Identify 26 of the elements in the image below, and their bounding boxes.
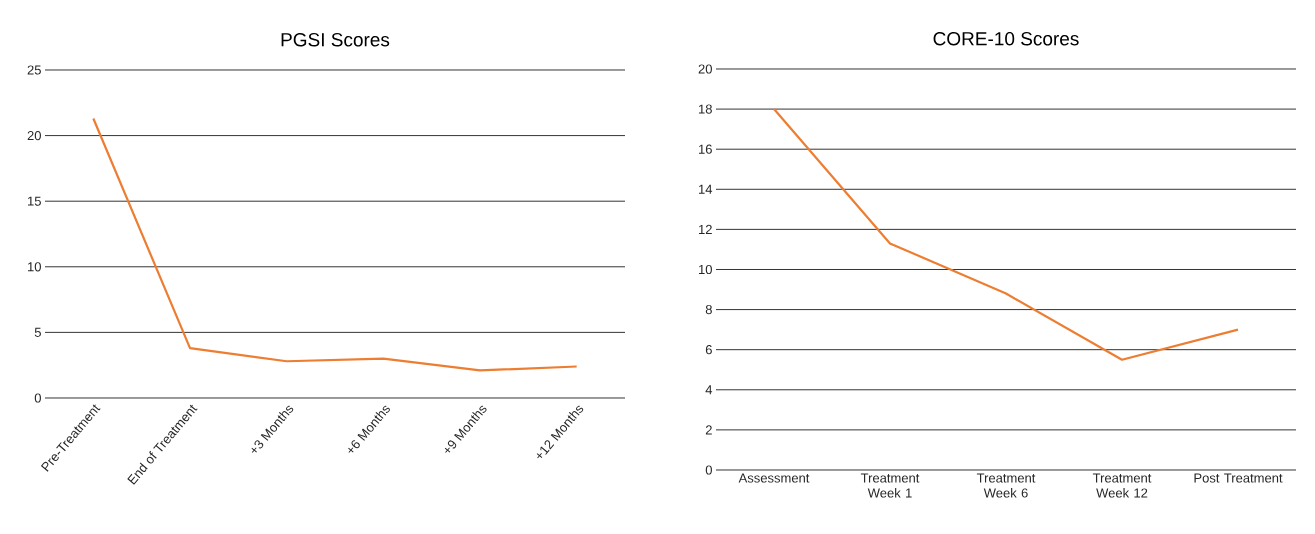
chart-title: PGSI Scores <box>281 33 390 47</box>
y-tick-label: 20 <box>698 64 712 74</box>
x-tick-label: Treatment Week 12 <box>1092 473 1152 498</box>
y-tick-label: 10 <box>28 262 41 272</box>
y-tick-label: 0 <box>34 393 41 403</box>
y-tick-label: 0 <box>705 465 712 475</box>
y-tick-label: 10 <box>699 264 712 275</box>
y-tick-label: 2 <box>705 425 712 435</box>
y-tick-label: 4 <box>705 385 713 395</box>
line-series <box>92 117 578 372</box>
y-tick-label: 6 <box>705 345 712 355</box>
y-tick-label: 5 <box>34 327 41 337</box>
y-tick-label: 15 <box>28 196 41 206</box>
chart-title: CORE-10 Scores <box>933 32 1079 46</box>
x-tick-label: Treatment Week 6 <box>976 473 1036 498</box>
x-tick-label: Assessment <box>738 473 810 483</box>
y-tick-label: 14 <box>699 184 713 194</box>
x-tick-label: Post Treatment <box>1194 473 1283 483</box>
y-tick-label: 16 <box>699 144 712 154</box>
x-tick-label: Treatment Week 1 <box>860 473 920 498</box>
y-tick-label: 8 <box>705 304 712 315</box>
y-tick-label: 25 <box>27 65 41 75</box>
y-tick-label: 12 <box>699 224 712 234</box>
line-series <box>772 107 1240 361</box>
y-tick-label: 20 <box>27 130 41 141</box>
y-tick-label: 18 <box>699 104 712 114</box>
